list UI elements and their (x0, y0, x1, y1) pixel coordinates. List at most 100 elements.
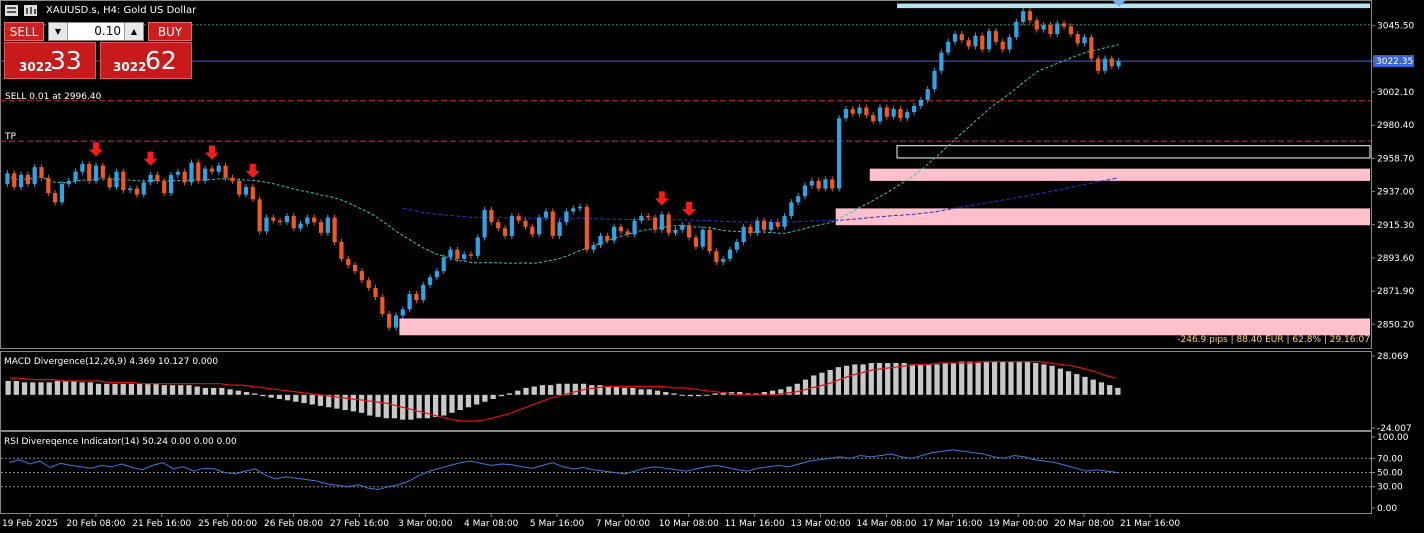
macd-bar (712, 393, 718, 395)
rsi-axis-label: 50.00 (1377, 469, 1403, 479)
chart-menu-icon[interactable] (5, 5, 18, 16)
sell-button[interactable]: SELL (4, 22, 44, 41)
macd-bar (802, 379, 809, 395)
macd-bar (161, 385, 167, 395)
candle-body (823, 179, 828, 189)
candle-body (352, 264, 358, 272)
candle-body (421, 284, 426, 301)
macd-bar (210, 387, 217, 395)
macd-bar (942, 363, 948, 395)
macd-bar (87, 382, 93, 395)
sell-quote[interactable]: 3022 33 (4, 42, 96, 79)
macd-bar (860, 364, 866, 395)
candle-body (134, 188, 140, 195)
candle-body (448, 249, 453, 258)
buy-button[interactable]: BUY (148, 22, 192, 41)
candle-body (209, 168, 215, 172)
candle-body (502, 228, 508, 236)
candle-body (39, 167, 44, 178)
macd-bar (128, 383, 135, 395)
buy-price-big: 62 (145, 46, 177, 75)
macd-bar (145, 383, 151, 395)
rsi-title: RSI Divereqence Indicator(14) 50.24 0.00… (4, 437, 237, 447)
macd-bar (1041, 364, 1047, 395)
volume-increase-icon[interactable]: ▲ (124, 23, 143, 40)
volume-field[interactable]: ▼ 0.10 ▲ (48, 22, 144, 41)
time-label: 25 Feb 00:00 (198, 519, 257, 529)
rsi-axis-label: 70.00 (1377, 454, 1403, 464)
candle-body (373, 287, 378, 298)
macd-bar (835, 367, 842, 395)
candle-body (291, 216, 296, 229)
trade-levels: SELL 0.01 at 2996.40 TP (0, 24, 1371, 142)
candle-body (59, 183, 65, 203)
candle-body (380, 297, 385, 314)
macd-bar (704, 394, 710, 396)
candle-body (148, 174, 153, 183)
candle-body (830, 179, 835, 189)
candle-body (687, 225, 692, 238)
candle-body (489, 209, 494, 223)
candle-body (359, 271, 365, 281)
candle-body (1007, 37, 1012, 50)
candle-body (768, 222, 774, 230)
candle-body (939, 52, 944, 71)
time-label: 21 Feb 16:00 (132, 519, 191, 529)
candle-body (843, 109, 849, 119)
sell-price-big: 33 (50, 46, 82, 75)
rsi-axis-label: 30.00 (1377, 483, 1403, 493)
candle-body (387, 313, 392, 328)
candle-body (530, 226, 535, 235)
macd-bar (548, 385, 554, 395)
macd-bar (79, 382, 85, 395)
buy-quote[interactable]: 3022 62 (100, 42, 192, 79)
candle-body (884, 107, 889, 117)
candle-body (237, 180, 242, 195)
macd-bar (441, 394, 447, 416)
candle-body (1102, 58, 1108, 71)
candle-body (673, 229, 678, 233)
macd-bar (868, 363, 874, 395)
macd-bar (301, 394, 307, 404)
candle-body (427, 277, 433, 285)
macd-bar (589, 385, 595, 395)
time-label: 21 Mar 16:00 (1120, 519, 1180, 529)
candle-body (864, 107, 869, 116)
macd-bar (95, 383, 102, 395)
signal-arrow-icon (654, 191, 669, 206)
candle-body (93, 165, 99, 181)
candle-body (809, 180, 814, 186)
chart-title: XAUUSD.s, H4: Gold US Dollar (46, 5, 197, 16)
candle-body (836, 118, 842, 189)
candle-body (230, 177, 235, 181)
rsi-line (8, 449, 1117, 491)
candle-body (25, 174, 30, 184)
candle-body (986, 31, 992, 50)
time-label: 5 Mar 16:00 (530, 519, 585, 529)
candle-body (121, 171, 126, 191)
macd-bar (745, 393, 751, 395)
macd-bar (284, 394, 291, 401)
signal-arrow-icon (245, 163, 260, 178)
macd-bar (564, 383, 570, 395)
signal-arrow-icon (143, 151, 158, 166)
macd-bar (893, 363, 899, 395)
macd-bar (482, 394, 488, 402)
candle-body (612, 226, 617, 241)
candle-body (564, 211, 569, 223)
candle-body (202, 168, 208, 181)
volume-decrease-icon[interactable]: ▼ (49, 23, 68, 40)
one-click-trading-icon[interactable] (24, 5, 37, 16)
candle-body (216, 165, 221, 172)
macd-bar (753, 393, 759, 395)
signal-arrows (89, 0, 1126, 217)
macd-bar (5, 380, 11, 395)
candle-body (1034, 20, 1039, 30)
macd-bar (383, 394, 389, 419)
candle-body (741, 226, 746, 243)
candle-body (482, 209, 487, 238)
one-click-trading-panel: SELL ▼ 0.10 ▲ BUY 3022 33 3022 62 (4, 22, 192, 80)
volume-value[interactable]: 0.10 (94, 24, 121, 38)
macd-bar (794, 383, 800, 395)
sell-price-small: 3022 (19, 60, 53, 74)
